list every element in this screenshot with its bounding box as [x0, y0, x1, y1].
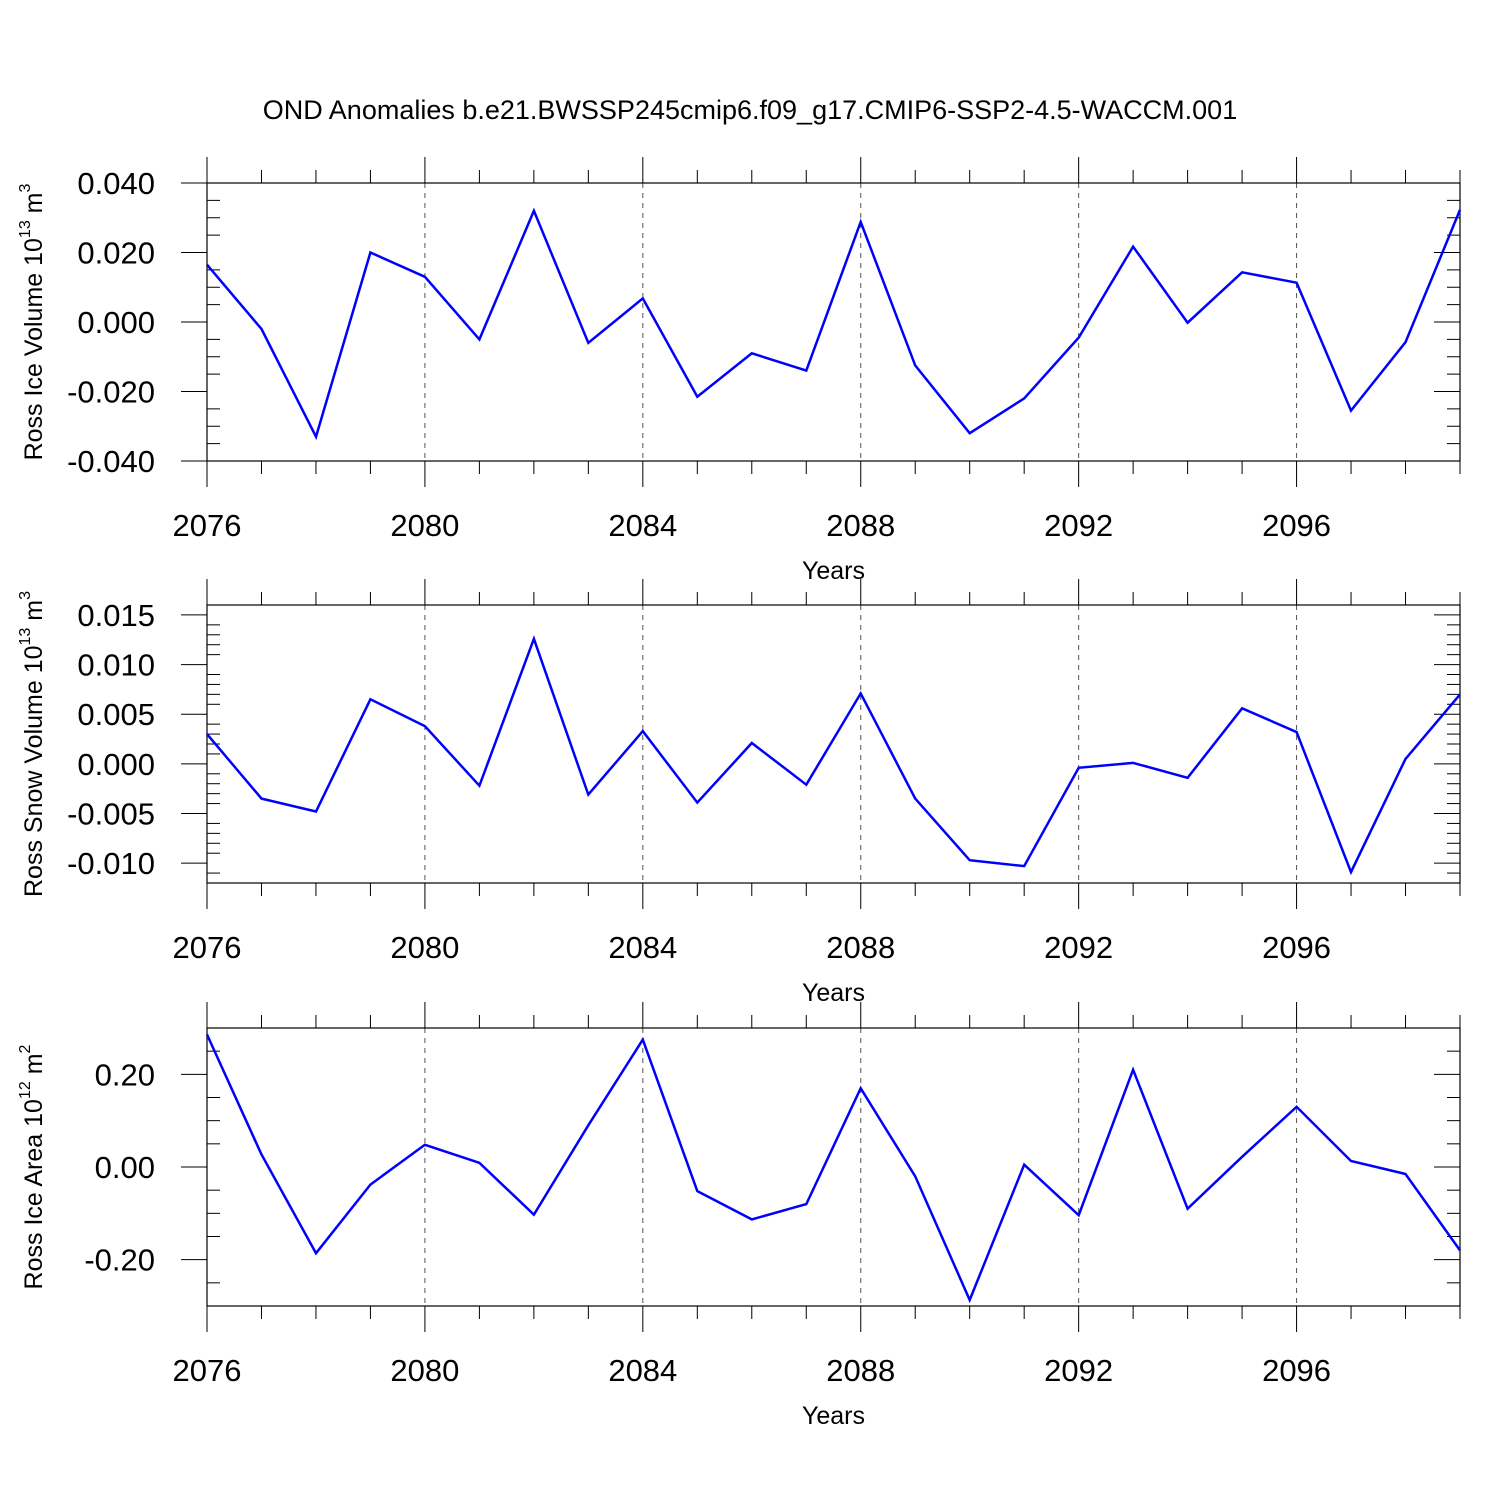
y-tick-label: 0.000	[77, 305, 155, 340]
y-tick-label: 0.010	[77, 648, 155, 683]
y-axis-label: Ross Snow Volume 1013 m3	[17, 591, 48, 897]
y-tick-label: 0.020	[77, 236, 155, 271]
y-axis-label-exponent: 12	[17, 1081, 34, 1099]
figure-title: OND Anomalies b.e21.BWSSP245cmip6.f09_g1…	[263, 95, 1237, 125]
x-tick-label: 2080	[390, 930, 459, 965]
y-axis-label-part: Ross Ice Volume 10	[20, 238, 48, 460]
plot-frame	[206, 1027, 1461, 1307]
y-axis-label-part: m	[20, 1053, 48, 1081]
y-axis-label-part: m	[20, 192, 48, 220]
y-tick-label: 0.00	[95, 1150, 155, 1185]
series-line	[206, 635, 1461, 876]
x-tick-label: 2096	[1262, 930, 1331, 965]
x-tick-label: 2088	[826, 508, 895, 543]
x-tick-label: 2080	[390, 1353, 459, 1388]
x-tick-label: 2096	[1262, 1353, 1331, 1388]
y-tick-label: 0.20	[95, 1057, 155, 1092]
y-tick-label: -0.010	[67, 846, 155, 881]
y-axis-label-exponent: 3	[17, 183, 34, 192]
y-tick-label: -0.005	[67, 797, 155, 832]
y-tick-label: 0.000	[77, 747, 155, 782]
x-tick-label: 2096	[1262, 508, 1331, 543]
x-tick-label: 2080	[390, 508, 459, 543]
chart-panels: 0.040 0.020 0.000 -0.020 -0.040 2076 2080 2084 2…	[17, 157, 1462, 1430]
y-axis-label-exponent: 2	[17, 1044, 34, 1053]
y-axis-label-part: m	[20, 600, 48, 628]
y-axis-label-part: Ross Snow Volume 10	[20, 645, 48, 897]
series-line	[206, 207, 1462, 441]
y-tick-label: 0.005	[77, 697, 155, 732]
series-line	[205, 1033, 1462, 1304]
y-axis-label-exponent: 13	[17, 628, 34, 646]
y-axis-label: Ross Ice Volume 1013 m3	[17, 183, 48, 460]
chart-panel-2: 0.015 0.010 0.005 0.000 -0.005 -0.010 2076 2080…	[17, 579, 1461, 1007]
x-tick-label: 2084	[608, 1353, 677, 1388]
x-tick-label: 2088	[826, 1353, 895, 1388]
y-axis-label: Ross Ice Area 1012 m2	[17, 1044, 48, 1289]
x-tick-label: 2084	[608, 508, 677, 543]
x-tick-label: 2076	[173, 930, 242, 965]
chart-panel-3: 0.20 0.00 -0.20 2076 2080 2084 2088 2092 2096 Yea…	[17, 1002, 1462, 1430]
x-tick-label: 2076	[173, 1353, 242, 1388]
y-axis-label-exponent: 13	[17, 220, 34, 238]
y-tick-label: -0.020	[67, 375, 155, 410]
x-tick-label: 2088	[826, 930, 895, 965]
x-axis-label: Years	[802, 979, 865, 1007]
plot-frame	[206, 182, 1461, 462]
y-axis-label-part: Ross Ice Area 10	[20, 1099, 48, 1289]
y-axis-label-exponent: 3	[17, 591, 34, 600]
y-tick-label: -0.20	[84, 1243, 155, 1278]
x-tick-label: 2084	[608, 930, 677, 965]
plot-frame	[206, 604, 1461, 884]
x-axis-label: Years	[802, 557, 865, 585]
x-tick-label: 2092	[1044, 508, 1113, 543]
x-axis-label: Years	[802, 1402, 865, 1430]
x-tick-label: 2092	[1044, 1353, 1113, 1388]
chart-panel-1: 0.040 0.020 0.000 -0.020 -0.040 2076 2080 2084 2…	[17, 157, 1462, 585]
x-tick-label: 2076	[173, 508, 242, 543]
x-tick-label: 2092	[1044, 930, 1113, 965]
y-tick-label: 0.015	[77, 598, 155, 633]
y-tick-label: -0.040	[67, 444, 155, 479]
y-tick-label: 0.040	[77, 166, 155, 201]
